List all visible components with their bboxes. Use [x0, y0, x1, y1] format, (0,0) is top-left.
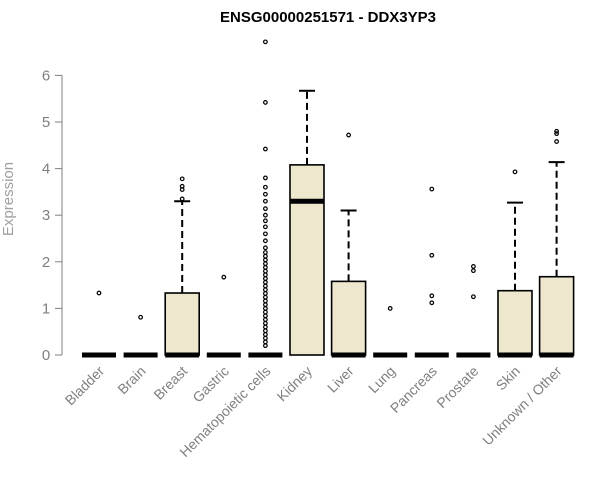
box-breast [164, 176, 200, 358]
box-lung [373, 306, 408, 358]
outlier-point [263, 257, 268, 263]
outlier-point [96, 290, 102, 296]
outlier-point [263, 206, 268, 212]
outlier-point [554, 128, 559, 134]
x-tick-label: Kidney [274, 363, 316, 405]
box-brain [123, 314, 158, 358]
outlier-point [346, 132, 352, 138]
outlier-point [471, 264, 476, 269]
outlier-point [263, 279, 268, 285]
y-tick-label: 2 [42, 254, 50, 271]
outlier-point [263, 335, 268, 341]
outlier-point [263, 175, 268, 181]
outlier-point [429, 300, 435, 306]
outlier-point [263, 339, 268, 345]
outlier-point [263, 224, 268, 230]
y-axis: 0 1 2 3 4 5 6 [42, 67, 63, 364]
outlier-point [263, 309, 268, 315]
box-liver [330, 132, 367, 358]
outlier-point [554, 131, 559, 137]
outlier-point [179, 196, 185, 202]
outlier-point [263, 328, 268, 334]
outlier-point [387, 306, 393, 311]
x-tick-label: Lung [365, 363, 398, 396]
box-rect [538, 275, 575, 356]
outlier-point [263, 198, 268, 204]
outlier-point [138, 314, 144, 320]
y-tick-label: 5 [42, 114, 50, 131]
boxes-layer [82, 39, 575, 358]
x-tick-label: Liver [324, 363, 357, 396]
outlier-point [263, 287, 268, 293]
outlier-point [263, 191, 268, 197]
outlier-point [263, 245, 268, 251]
y-tick-label: 0 [42, 347, 50, 364]
outlier-point [263, 264, 268, 270]
outlier-point [263, 146, 268, 152]
outlier-point [263, 276, 268, 281]
y-axis-label: Expression [0, 162, 17, 236]
outlier-point [263, 268, 268, 274]
outlier-point [263, 272, 268, 278]
outlier-point [263, 332, 268, 337]
outlier-point [263, 231, 268, 237]
outlier-point [263, 291, 268, 296]
outlier-point [263, 302, 268, 308]
outlier-point [263, 250, 268, 255]
outlier-point [263, 261, 268, 267]
outlier-point [179, 183, 185, 189]
x-tick-label: Skin [493, 363, 524, 394]
x-tick-label: Breast [150, 363, 190, 403]
box-rect [164, 292, 200, 356]
box-rect [497, 289, 533, 356]
outlier-point [512, 169, 518, 175]
y-tick-label: 3 [42, 207, 50, 224]
outlier-point [263, 100, 268, 105]
outlier-point [263, 306, 268, 311]
outlier-point [554, 139, 559, 144]
box-rect [330, 280, 367, 356]
outlier-point [263, 324, 268, 330]
box-gastric [206, 274, 241, 358]
outlier-point [263, 313, 268, 319]
outlier-point [263, 317, 268, 322]
outlier-point [263, 218, 268, 224]
x-tick-label: Unknown / Other [479, 363, 565, 449]
outlier-point [429, 186, 435, 192]
outlier-point [263, 283, 268, 289]
box-rect [289, 164, 325, 356]
outlier-point [263, 343, 268, 349]
outlier-point [263, 294, 268, 300]
y-tick-label: 4 [42, 161, 50, 178]
box-unknown-other [538, 128, 575, 358]
x-tick-label: Brain [114, 363, 148, 397]
x-tick-label: Bladder [62, 363, 108, 409]
outlier-point [263, 184, 268, 190]
box-prostate [456, 264, 491, 358]
outlier-point [263, 320, 268, 326]
outlier-point [263, 298, 268, 304]
chart-title: ENSG00000251571 - DDX3YP3 [220, 9, 436, 26]
outlier-point [263, 212, 268, 218]
outlier-point [429, 252, 435, 258]
outlier-point [429, 293, 435, 299]
box-skin [497, 169, 533, 358]
outlier-point [263, 238, 268, 244]
outlier-point [471, 294, 476, 300]
outlier-point [221, 274, 227, 280]
outlier-point [179, 176, 185, 182]
box-kidney [289, 89, 325, 356]
outlier-point [263, 39, 268, 45]
x-tick-label: Prostate [433, 363, 481, 411]
box-bladder [82, 290, 116, 358]
outlier-point [263, 253, 268, 259]
y-tick-label: 1 [42, 300, 50, 317]
y-tick-label: 6 [42, 67, 50, 84]
box-hematopoietic-cells [248, 39, 283, 358]
box-pancreas [414, 186, 449, 358]
outlier-point [471, 268, 476, 274]
